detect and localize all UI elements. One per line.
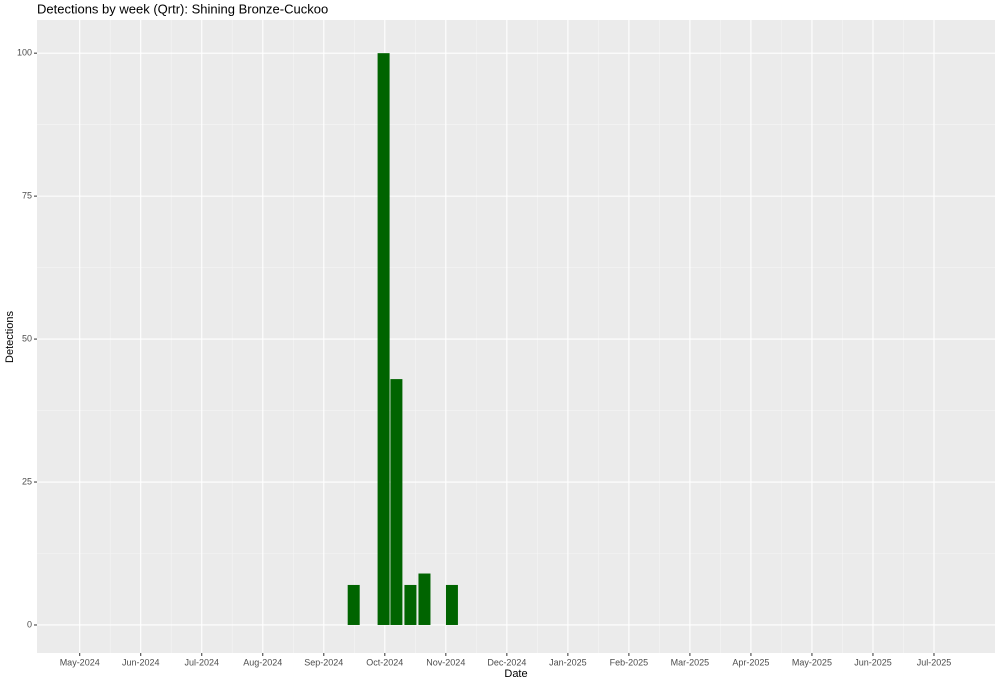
x-tick-label: Jan-2025 xyxy=(549,657,587,667)
x-tick-label: Dec-2024 xyxy=(487,657,526,667)
panel xyxy=(37,20,995,653)
y-tick-label: 75 xyxy=(22,190,32,200)
chart-title: Detections by week (Qrtr): Shining Bronz… xyxy=(37,1,328,16)
x-axis-label: Date xyxy=(504,668,527,680)
x-tick-label: Mar-2025 xyxy=(671,657,710,667)
x-tick-label: Oct-2024 xyxy=(366,657,403,667)
x-tick-label: Sep-2024 xyxy=(304,657,343,667)
x-tick-label: Feb-2025 xyxy=(610,657,649,667)
y-tick-label: 0 xyxy=(27,619,32,629)
x-tick-label: Jun-2024 xyxy=(122,657,160,667)
x-tick-label: Jul-2024 xyxy=(184,657,219,667)
bar xyxy=(390,379,403,625)
bar xyxy=(418,573,431,625)
x-tick-label: May-2025 xyxy=(792,657,832,667)
y-tick-label: 100 xyxy=(17,48,32,58)
bar xyxy=(445,584,458,625)
x-tick-label: Jul-2025 xyxy=(917,657,952,667)
x-tick-label: Nov-2024 xyxy=(426,657,465,667)
x-tick-label: Aug-2024 xyxy=(243,657,282,667)
y-tick-label: 50 xyxy=(22,333,32,343)
x-tick-label: May-2024 xyxy=(60,657,100,667)
bar xyxy=(404,584,417,625)
x-tick-label: Apr-2025 xyxy=(732,657,769,667)
bar xyxy=(347,584,360,625)
bar xyxy=(377,53,390,625)
y-axis-label: Detections xyxy=(4,311,16,363)
x-tick-label: Jun-2025 xyxy=(854,657,892,667)
y-tick-label: 25 xyxy=(22,476,32,486)
